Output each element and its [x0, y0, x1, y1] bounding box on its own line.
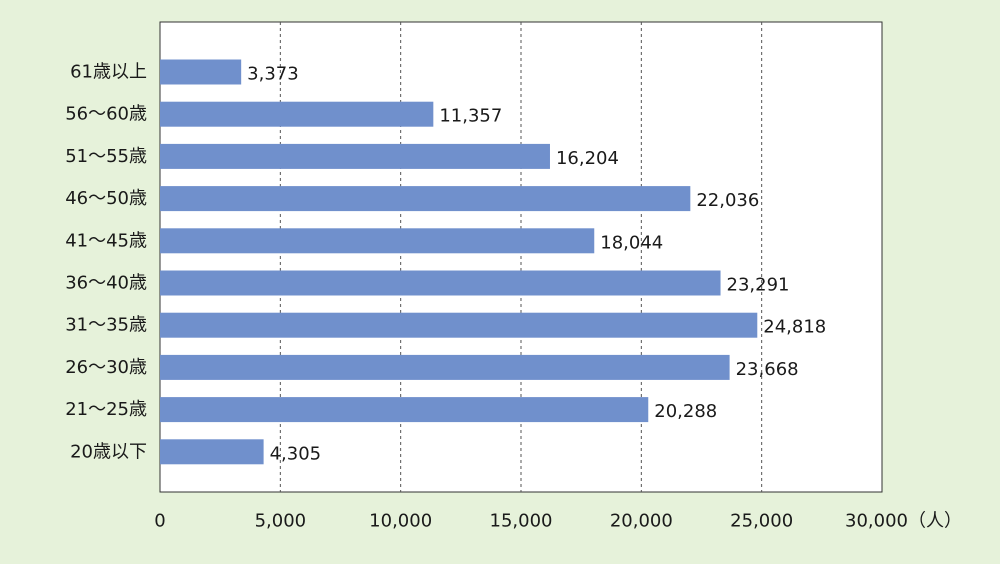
category-label: 21～25歳 — [65, 399, 147, 420]
category-label: 51～55歳 — [65, 146, 147, 167]
value-label: 20,288 — [654, 401, 717, 422]
value-label: 3,373 — [247, 64, 299, 85]
x-tick-label: 0 — [154, 511, 165, 532]
x-tick-label: 5,000 — [255, 511, 307, 532]
x-axis-tick-labels: 0 5,000 10,000 15,000 20,000 25,000 30,000 — [154, 511, 908, 532]
category-label: 26～30歳 — [65, 357, 147, 378]
category-label: 20歳以下 — [70, 441, 147, 462]
bar — [160, 439, 264, 465]
category-label: 36～40歳 — [65, 273, 147, 294]
category-label: 61歳以上 — [70, 62, 147, 83]
value-label: 11,357 — [439, 106, 502, 127]
bar — [160, 143, 550, 169]
value-label: 22,036 — [696, 190, 759, 211]
value-label: 16,204 — [556, 148, 619, 169]
bar — [160, 101, 434, 127]
x-axis-unit: （人） — [908, 511, 962, 532]
bar — [160, 228, 595, 254]
value-label: 18,044 — [600, 232, 663, 253]
x-tick-label: 25,000 — [730, 511, 793, 532]
category-label: 56～60歳 — [65, 104, 147, 125]
x-tick-label: 10,000 — [369, 511, 432, 532]
x-tick-label: 20,000 — [610, 511, 673, 532]
value-labels: 3,373 11,357 16,204 22,036 18,044 23,291 24,81… — [247, 64, 826, 465]
bar — [160, 397, 649, 423]
category-label: 41～45歳 — [65, 230, 147, 251]
x-tick-label: 15,000 — [490, 511, 553, 532]
bar — [160, 270, 721, 296]
category-labels: 61歳以上 56～60歳 51～55歳 46～50歳 41～45歳 36～40歳 31～35… — [65, 62, 147, 463]
bar-series — [160, 59, 758, 465]
bar — [160, 186, 691, 212]
category-label: 31～35歳 — [65, 315, 147, 336]
value-label: 23,668 — [736, 359, 799, 380]
bar — [160, 312, 758, 338]
x-tick-label: 30,000 — [845, 511, 908, 532]
value-label: 4,305 — [270, 443, 322, 464]
category-label: 46～50歳 — [65, 188, 147, 209]
value-label: 23,291 — [727, 275, 790, 296]
bar — [160, 59, 242, 85]
value-label: 24,818 — [763, 317, 826, 338]
bar — [160, 354, 730, 380]
